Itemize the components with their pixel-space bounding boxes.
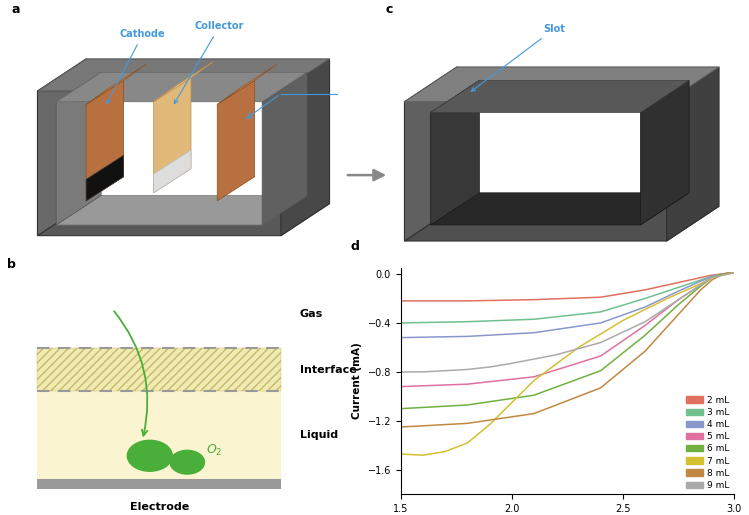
Polygon shape: [431, 80, 689, 112]
Text: Collector: Collector: [175, 22, 244, 104]
Bar: [37, 391, 281, 479]
Polygon shape: [154, 78, 191, 193]
Polygon shape: [404, 67, 719, 102]
Text: b: b: [7, 258, 16, 271]
Polygon shape: [56, 196, 307, 225]
Polygon shape: [217, 80, 255, 201]
Y-axis label: Current (mA): Current (mA): [352, 342, 362, 420]
Bar: [37, 348, 281, 391]
Polygon shape: [86, 80, 124, 201]
Polygon shape: [431, 80, 479, 225]
Polygon shape: [404, 206, 719, 241]
Polygon shape: [281, 59, 330, 236]
Polygon shape: [56, 72, 101, 225]
Polygon shape: [37, 59, 86, 236]
Bar: [37, 270, 281, 348]
Polygon shape: [217, 64, 277, 105]
Legend: 2 mL, 3 mL, 4 mL, 5 mL, 6 mL, 7 mL, 8 mL, 9 mL: 2 mL, 3 mL, 4 mL, 5 mL, 6 mL, 7 mL, 8 mL…: [686, 396, 730, 490]
Text: Slot: Slot: [471, 24, 565, 91]
Text: Liquid: Liquid: [300, 430, 338, 440]
Polygon shape: [431, 193, 689, 225]
Bar: [37, 348, 281, 391]
Text: Electrode: Electrode: [130, 502, 189, 512]
Polygon shape: [262, 72, 307, 225]
Text: Cathode: Cathode: [106, 29, 166, 104]
Text: a: a: [11, 4, 19, 16]
Text: Interface: Interface: [300, 365, 357, 374]
Bar: [37, 479, 281, 489]
Polygon shape: [86, 64, 146, 105]
Circle shape: [127, 440, 172, 471]
Polygon shape: [640, 80, 689, 225]
Polygon shape: [37, 203, 330, 236]
Polygon shape: [56, 72, 307, 102]
Polygon shape: [154, 150, 191, 193]
Polygon shape: [86, 156, 124, 201]
Text: c: c: [386, 4, 393, 16]
Text: $O_2$: $O_2$: [206, 443, 222, 458]
Polygon shape: [667, 67, 719, 241]
Polygon shape: [154, 62, 213, 102]
Circle shape: [170, 450, 204, 474]
Polygon shape: [37, 59, 330, 91]
Text: d: d: [351, 239, 360, 253]
Text: Gas: Gas: [300, 309, 323, 319]
Polygon shape: [404, 67, 457, 241]
